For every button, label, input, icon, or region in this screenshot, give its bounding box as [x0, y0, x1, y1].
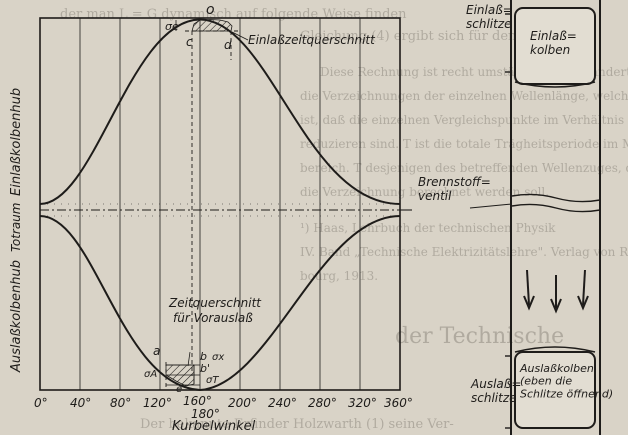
- bg-line-7: bereich. T desjenigen des betreffenden W…: [300, 161, 628, 175]
- flow-arrow-1-shaft: [526, 269, 530, 306]
- intake-piston-crown: [514, 81, 596, 88]
- bg-line-13: Der bekannte Erfinder Holzwarth (1) sein…: [140, 417, 454, 432]
- bg-line-1: der man L = G dynamisch auf folgende Wei…: [60, 7, 407, 22]
- pre-exhaust-hatch-area: [165, 364, 195, 387]
- label-point-a: a: [153, 344, 160, 358]
- exhaust-piston-body: [514, 351, 596, 429]
- bg-line-4: die Verzeichnungen der einzelnen Wellenl…: [300, 89, 628, 103]
- label-intake-stroke: Einlaßkolbenhub: [9, 88, 24, 196]
- flow-arrow-2-head: [550, 298, 562, 314]
- tick-160: 160°: [183, 394, 212, 408]
- tick-80: 80°: [110, 396, 131, 410]
- stroke-curves: [39, 18, 401, 392]
- bg-line-8: die Verzeichnung berechnet werden soll.: [300, 185, 549, 199]
- bg-line-2: Gleichung (4) ergibt sich für den Gleich…: [300, 29, 567, 44]
- label-point-b-prime: b': [200, 362, 210, 375]
- label-sigma-e: σe: [165, 20, 179, 33]
- label-exhaust-ports: Auslaß= schlitze: [470, 377, 521, 405]
- bg-line-10: IV. Band „Technische Elektrizitätslehre"…: [300, 245, 628, 259]
- label-exhaust-stroke: Auslaßkolbenhub: [9, 260, 24, 373]
- label-dead-space: Totraum: [9, 203, 23, 252]
- tick-180: 180°: [191, 407, 220, 421]
- tick-0: 0°: [34, 396, 48, 410]
- tick-280: 280°: [308, 396, 337, 410]
- leader-pre-exhaust-label: [187, 351, 191, 367]
- exhaust-piston-curve: [39, 215, 401, 392]
- intake-piston-curve: [39, 18, 401, 205]
- label-point-d: d: [224, 38, 232, 52]
- label-intake-ports: Einlaß= schlitze: [466, 3, 513, 31]
- bg-line-5: ist, daß die einzelnen Vergleichspunkte …: [300, 113, 628, 127]
- bg-line-6: reduzieren sind. T ist die totale Träghe…: [300, 137, 628, 151]
- tick-320: 320°: [348, 396, 377, 410]
- intake-hatch-area: [191, 19, 233, 32]
- engine-sketch: [469, 0, 601, 435]
- label-sigma-t: σT: [206, 375, 219, 386]
- flow-arrow-1-head: [523, 295, 535, 311]
- dimension-marks: [166, 20, 249, 386]
- tick-200: 200°: [228, 396, 257, 410]
- label-point-o: o: [206, 2, 215, 18]
- intake-piston-body: [514, 7, 596, 85]
- label-pre-exhaust-2: für Vorauslaß: [173, 311, 253, 325]
- x-axis-title: Kurbelwinkel: [172, 419, 256, 434]
- background-text: der man L = G dynamisch auf folgende Wei…: [60, 7, 628, 432]
- flow-arrow-3-shaft: [582, 269, 586, 306]
- label-point-b: b: [200, 350, 207, 363]
- x-axis-ticks: 0° 40° 80° 120° 160° 180° 200° 240° 280°…: [34, 394, 413, 421]
- label-point-c: c: [186, 35, 193, 49]
- fuel-valve-leader: [469, 203, 513, 209]
- tick-240: 240°: [268, 396, 297, 410]
- label-sigma-a: σA: [144, 369, 157, 380]
- label-intake-piston: Einlaß= kolben: [530, 29, 577, 57]
- label-fuel-valve: Brennstoff= ventil: [418, 175, 491, 203]
- label-exhaust-piston: Auslaßkolben (eben die Schlitze öffnend): [519, 362, 613, 400]
- leader-intake-label: [231, 31, 249, 41]
- label-sigma-x: σx: [212, 352, 224, 363]
- label-pre-exhaust-1: Zeitquerschnitt: [168, 296, 262, 310]
- flow-arrow-3-head: [577, 295, 589, 311]
- label-intake-cross-section: Einlaßzeitquerschnitt: [248, 33, 376, 47]
- fuel-valve-break-1: [511, 193, 601, 203]
- tick-360: 360°: [384, 396, 413, 410]
- label-dim-e: e: [176, 384, 182, 395]
- exhaust-piston-crown: [514, 346, 596, 353]
- bg-line-9: ¹) Haas, Lehrbuch der technischen Physik: [300, 221, 556, 235]
- fuel-valve-break-2: [511, 203, 601, 213]
- bg-line-11: bourg, 1913.: [300, 269, 378, 283]
- engine-labels: Einlaß= schlitze Einlaß= kolben Brennstoff…: [418, 3, 613, 405]
- tick-120: 120°: [143, 396, 172, 410]
- tick-40: 40°: [70, 396, 91, 410]
- bg-line-12: der Technische: [395, 324, 564, 349]
